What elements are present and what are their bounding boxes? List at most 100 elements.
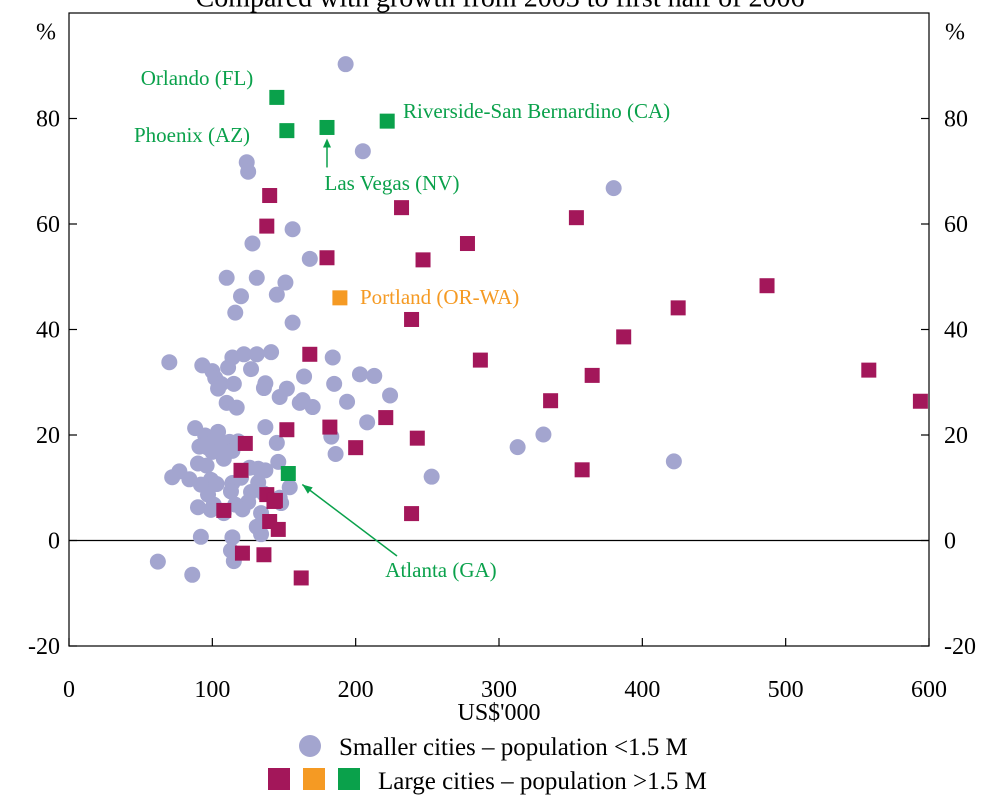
y-tick-label-left: -20 xyxy=(28,634,60,660)
data-point-small-city xyxy=(215,450,232,467)
data-point-small-city xyxy=(235,346,252,363)
annotation-label: Atlanta (GA) xyxy=(385,558,496,582)
data-point-large-city xyxy=(759,278,775,294)
data-point-large-city-green xyxy=(280,466,296,482)
data-point-small-city xyxy=(149,553,166,570)
data-point-large-city xyxy=(319,250,335,266)
data-point-small-city xyxy=(382,387,399,404)
data-point-small-city xyxy=(665,453,682,470)
data-point-large-city xyxy=(584,367,600,383)
data-point-large-city xyxy=(459,236,475,252)
legend-orange-marker xyxy=(303,768,325,790)
data-point-large-city xyxy=(322,419,338,435)
x-tick-label: 600 xyxy=(911,677,947,703)
legend-small-cities: Smaller cities – population <1.5 M xyxy=(339,734,688,761)
data-point-small-city xyxy=(326,375,343,392)
data-point-small-city xyxy=(366,367,383,384)
data-points xyxy=(149,56,928,586)
data-point-small-city xyxy=(423,468,440,485)
data-point-large-city xyxy=(861,362,877,378)
y-axis-unit-left: % xyxy=(36,20,56,46)
data-point-small-city xyxy=(248,346,265,363)
data-point-large-city xyxy=(259,218,275,234)
data-point-large-city xyxy=(404,506,420,522)
data-point-large-city xyxy=(279,422,295,438)
data-point-small-city xyxy=(198,457,215,474)
data-point-small-city xyxy=(222,483,239,500)
annotation-label: Orlando (FL) xyxy=(141,66,254,90)
data-point-small-city xyxy=(210,380,227,397)
data-point-small-city xyxy=(210,423,227,440)
data-point-small-city xyxy=(240,163,257,180)
data-point-large-city xyxy=(256,547,272,563)
data-point-small-city xyxy=(228,399,245,416)
annotation-label: Riverside-San Bernardino (CA) xyxy=(403,99,670,123)
data-point-small-city xyxy=(218,269,235,286)
data-point-large-city xyxy=(912,393,928,409)
y-tick-label-left: 20 xyxy=(36,423,60,449)
data-point-large-city xyxy=(293,570,309,586)
data-point-large-city xyxy=(616,329,632,345)
data-point-small-city xyxy=(337,56,354,73)
data-point-small-city xyxy=(164,469,181,486)
x-tick-label: 0 xyxy=(63,677,75,703)
data-point-small-city xyxy=(192,528,209,545)
y-tick-label-right: 80 xyxy=(944,107,968,133)
data-point-large-city-green xyxy=(279,123,295,139)
data-point-small-city xyxy=(161,354,178,371)
data-point-small-city xyxy=(359,414,376,431)
x-tick-label: 500 xyxy=(768,677,804,703)
data-point-small-city xyxy=(535,426,552,443)
data-point-large-city xyxy=(267,492,283,508)
data-point-small-city xyxy=(277,274,294,291)
data-point-small-city xyxy=(225,375,242,392)
data-point-small-city xyxy=(281,479,298,496)
data-point-large-city xyxy=(378,410,394,426)
annotation-arrow-head xyxy=(323,138,331,148)
legend-large-cities: Large cities – population >1.5 M xyxy=(378,768,707,795)
data-point-large-city xyxy=(670,300,686,316)
data-point-large-city-green xyxy=(269,89,285,105)
data-point-small-city xyxy=(233,288,249,305)
y-tick-label-right: 40 xyxy=(944,318,968,344)
data-point-large-city xyxy=(348,440,364,456)
data-point-small-city xyxy=(351,366,368,383)
x-tick-label: 100 xyxy=(194,677,230,703)
data-point-large-city-orange xyxy=(332,290,348,306)
y-tick-label-left: 40 xyxy=(36,318,60,344)
data-point-small-city xyxy=(248,269,265,286)
data-point-large-city xyxy=(409,430,425,446)
data-point-small-city xyxy=(224,529,241,546)
data-point-large-city-green xyxy=(319,119,335,135)
data-point-large-city xyxy=(574,462,590,478)
data-point-small-city xyxy=(509,439,526,456)
x-tick-label: 300 xyxy=(481,677,517,703)
data-point-large-city xyxy=(568,210,584,226)
data-point-small-city xyxy=(268,286,285,303)
data-point-small-city xyxy=(327,445,344,462)
data-point-small-city xyxy=(605,180,622,197)
annotation-arrow-head xyxy=(302,484,313,494)
x-axis-label: US$'000 xyxy=(457,700,540,726)
data-point-small-city xyxy=(296,368,313,385)
y-tick-label-right: 60 xyxy=(944,212,968,238)
data-point-large-city xyxy=(233,462,249,478)
data-point-small-city xyxy=(184,566,201,583)
data-point-small-city xyxy=(234,501,251,518)
x-tick-label: 400 xyxy=(624,677,660,703)
data-point-small-city xyxy=(190,499,206,516)
data-point-small-city xyxy=(339,393,356,410)
data-point-small-city xyxy=(268,434,285,451)
y-tick-label-right: -20 xyxy=(944,634,976,660)
data-point-large-city xyxy=(237,435,253,451)
data-point-small-city xyxy=(324,349,341,366)
data-point-small-city xyxy=(243,361,260,378)
data-point-small-city xyxy=(227,304,244,321)
data-point-small-city xyxy=(263,344,280,361)
legend: Smaller cities – population <1.5 M Large… xyxy=(268,734,707,795)
data-point-large-city xyxy=(404,311,420,327)
data-point-small-city xyxy=(284,221,301,238)
data-point-large-city xyxy=(234,545,250,561)
